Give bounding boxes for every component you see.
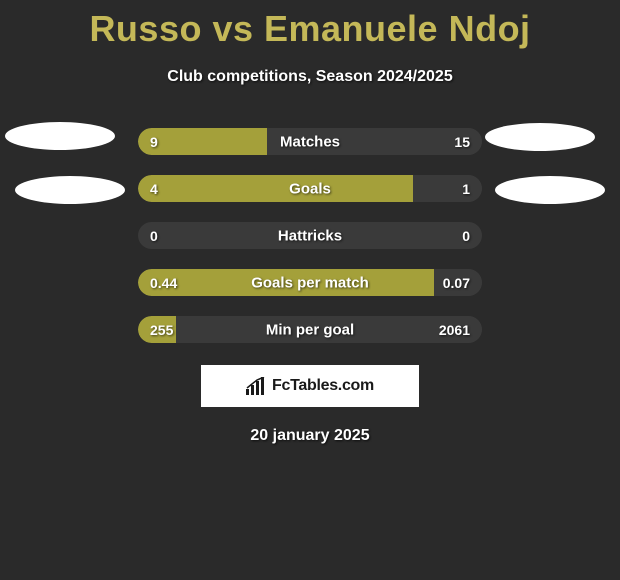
player-logo-2 bbox=[15, 176, 125, 204]
stat-label: Goals per match bbox=[251, 274, 369, 291]
subtitle: Club competitions, Season 2024/2025 bbox=[0, 68, 620, 86]
player-logo-1 bbox=[5, 122, 115, 150]
stat-value-left: 0.44 bbox=[150, 275, 177, 291]
stat-value-left: 255 bbox=[150, 322, 173, 338]
stat-bar: 0.44 0.07 Goals per match bbox=[138, 269, 482, 296]
stat-value-left: 9 bbox=[150, 134, 158, 150]
stat-value-left: 0 bbox=[150, 228, 158, 244]
player-logo-4 bbox=[495, 176, 605, 204]
stat-value-right: 1 bbox=[462, 181, 470, 197]
bar-fill-left bbox=[138, 175, 413, 202]
date-line: 20 january 2025 bbox=[0, 427, 620, 445]
stat-label: Min per goal bbox=[266, 321, 354, 338]
stat-label: Matches bbox=[280, 133, 340, 150]
brand-box[interactable]: FcTables.com bbox=[201, 365, 419, 407]
brand-label: FcTables.com bbox=[272, 377, 374, 395]
stat-value-right: 0 bbox=[462, 228, 470, 244]
stat-value-right: 0.07 bbox=[443, 275, 470, 291]
comparison-bars: 9 15 Matches 4 1 Goals 0 0 Hattricks 0.44 0.07 Goal… bbox=[138, 128, 482, 343]
stat-label: Goals bbox=[289, 180, 331, 197]
stat-label: Hattricks bbox=[278, 227, 342, 244]
bar-fill-right bbox=[413, 175, 482, 202]
stat-bar: 9 15 Matches bbox=[138, 128, 482, 155]
chart-icon bbox=[246, 377, 268, 395]
stat-value-right: 2061 bbox=[439, 322, 470, 338]
player-logo-3 bbox=[485, 123, 595, 151]
stat-bar: 255 2061 Min per goal bbox=[138, 316, 482, 343]
page-title: Russo vs Emanuele Ndoj bbox=[0, 0, 620, 50]
stat-value-left: 4 bbox=[150, 181, 158, 197]
stat-bar: 4 1 Goals bbox=[138, 175, 482, 202]
stat-value-right: 15 bbox=[454, 134, 470, 150]
stat-bar: 0 0 Hattricks bbox=[138, 222, 482, 249]
